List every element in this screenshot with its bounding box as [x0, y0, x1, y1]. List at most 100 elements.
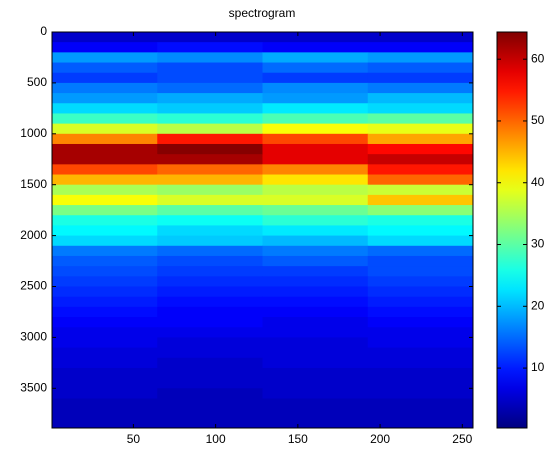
heatmap-cell	[52, 296, 158, 308]
heatmap-cell	[52, 408, 158, 420]
heatmap-cell	[367, 317, 474, 328]
heatmap-cell	[157, 82, 263, 94]
heatmap-cell	[157, 62, 263, 74]
heatmap-cell	[367, 276, 474, 287]
heatmap-cell	[262, 205, 369, 216]
heatmap-cell	[262, 103, 369, 114]
heatmap-cell	[157, 347, 263, 359]
heatmap-cell	[262, 388, 369, 399]
heatmap-cell	[157, 72, 263, 84]
heatmap-cell	[367, 93, 474, 104]
heatmap-cell	[52, 133, 158, 145]
heatmap-cell	[157, 418, 263, 429]
heatmap-cell	[367, 398, 474, 410]
heatmap-cell	[367, 164, 474, 176]
heatmap-cell	[367, 42, 474, 53]
heatmap-cell	[52, 276, 158, 287]
heatmap-cell	[52, 235, 158, 247]
heatmap-cell	[367, 225, 474, 237]
heatmap-cell	[157, 276, 263, 287]
heatmap-cell	[367, 174, 474, 186]
heatmap-cell	[262, 194, 369, 206]
heatmap-cell	[367, 103, 474, 114]
heatmap-cell	[262, 143, 369, 155]
heatmap-cell	[367, 32, 474, 43]
heatmap-cell	[157, 357, 263, 369]
heatmap-cell	[367, 347, 474, 359]
heatmap-cell	[52, 123, 158, 135]
heatmap-cell	[157, 337, 263, 349]
heatmap-cell	[157, 93, 263, 104]
heatmap-cell	[367, 306, 474, 318]
y-tick-label: 2500	[20, 279, 47, 293]
heatmap-cell	[52, 225, 158, 237]
heatmap-cell	[157, 143, 263, 155]
heatmap-cell	[262, 133, 369, 145]
heatmap-cell	[157, 164, 263, 176]
heatmap-cell	[52, 418, 158, 429]
heatmap-cell	[52, 184, 158, 196]
heatmap-cell	[262, 327, 369, 338]
heatmap-cell	[262, 286, 369, 298]
y-tick-label: 1000	[20, 126, 47, 140]
heatmap-cell	[52, 93, 158, 104]
heatmap-cell	[262, 378, 369, 389]
heatmap-cell	[52, 62, 158, 74]
heatmap-cell	[367, 143, 474, 155]
heatmap-cell	[367, 184, 474, 196]
heatmap-cell	[52, 327, 158, 338]
heatmap-cell	[367, 327, 474, 338]
y-tick-label: 500	[27, 75, 47, 89]
heatmap-cell	[52, 337, 158, 349]
heatmap-cell	[52, 103, 158, 114]
heatmap-cell	[367, 205, 474, 216]
heatmap-cell	[52, 72, 158, 84]
heatmap-cell	[367, 52, 474, 64]
heatmap-cell	[367, 235, 474, 247]
y-tick-label: 2000	[20, 228, 47, 242]
x-tick-label: 100	[206, 432, 226, 446]
heatmap-cell	[262, 255, 369, 267]
colorbar-tick-label: 40	[531, 175, 545, 189]
colorbar-tick-label: 60	[531, 51, 545, 65]
heatmap-cell	[52, 52, 158, 64]
heatmap-cell	[157, 388, 263, 399]
heatmap-cell	[157, 286, 263, 298]
colorbar	[496, 31, 528, 429]
heatmap-cell	[157, 133, 263, 145]
heatmap-cell	[367, 378, 474, 389]
heatmap-cell	[262, 317, 369, 328]
heatmap-cell	[367, 215, 474, 226]
heatmap-cell	[52, 154, 158, 165]
heatmap-cell	[367, 133, 474, 145]
heatmap-cell	[52, 245, 158, 257]
heatmap-cell	[367, 266, 474, 277]
heatmap-cell	[52, 398, 158, 410]
heatmap-cell	[367, 123, 474, 135]
heatmap-cell	[157, 296, 263, 308]
heatmap-cell	[262, 347, 369, 359]
heatmap-cell	[262, 225, 369, 237]
colorbar-tick-label: 30	[531, 237, 545, 251]
heatmap-cell	[157, 235, 263, 247]
heatmap-cell	[157, 225, 263, 237]
heatmap-cell	[367, 194, 474, 206]
heatmap-cell	[52, 215, 158, 226]
heatmap-cell	[157, 367, 263, 379]
heatmap-cell	[157, 408, 263, 420]
heatmap-cell	[52, 306, 158, 318]
heatmap-cell	[262, 418, 369, 429]
colorbar-tick-label: 10	[531, 360, 545, 374]
heatmap-cell	[52, 357, 158, 369]
heatmap-cell	[262, 337, 369, 349]
heatmap-cell	[52, 388, 158, 399]
heatmap-cell	[262, 408, 369, 420]
heatmap-cell	[367, 62, 474, 74]
heatmap-cell	[52, 317, 158, 328]
heatmap-cell	[262, 296, 369, 308]
heatmap-cell	[367, 367, 474, 379]
heatmap-cell	[367, 296, 474, 308]
heatmap-cell	[52, 205, 158, 216]
heatmap-cell	[52, 82, 158, 94]
